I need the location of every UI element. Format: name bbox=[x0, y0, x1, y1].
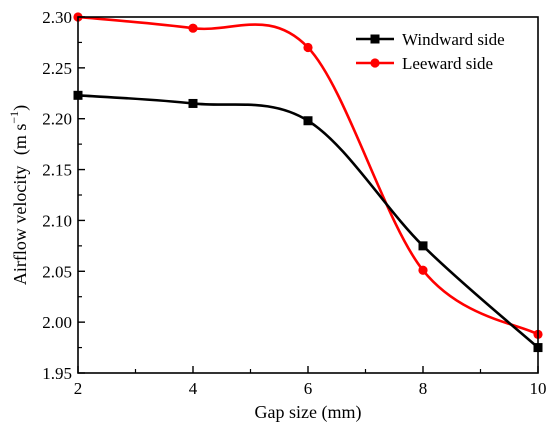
legend-marker-windward-side bbox=[370, 34, 380, 44]
y-tick-label: 2.10 bbox=[42, 211, 72, 230]
series-line-windward-side bbox=[77, 94, 539, 349]
data-point-leeward-side bbox=[303, 42, 313, 53]
data-point-leeward-side bbox=[188, 23, 198, 33]
data-point-windward-side bbox=[188, 98, 198, 108]
legend: Windward side Leeward side bbox=[356, 30, 505, 73]
y-axis-title-unit-close: ) bbox=[10, 105, 31, 111]
y-axis-title-label: Airflow velocity bbox=[10, 166, 30, 285]
x-tick-label: 6 bbox=[304, 379, 313, 398]
y-tick-label: 2.05 bbox=[42, 262, 72, 281]
data-point-windward-side bbox=[418, 241, 428, 251]
legend-label-windward-side: Windward side bbox=[402, 30, 505, 49]
legend-marker-leeward-side bbox=[370, 58, 380, 68]
data-point-leeward-side bbox=[418, 265, 428, 275]
x-tick-label: 8 bbox=[419, 379, 428, 398]
y-tick-label: 2.20 bbox=[42, 110, 72, 129]
y-axis-title-unit: (m s bbox=[10, 124, 31, 156]
plot-area bbox=[73, 12, 543, 353]
x-axis-title: Gap size (mm) bbox=[255, 402, 362, 423]
y-tick-label: 2.25 bbox=[42, 59, 72, 78]
data-point-windward-side bbox=[303, 116, 313, 126]
y-tick-label: 2.30 bbox=[42, 8, 72, 27]
x-tick-label: 2 bbox=[74, 379, 83, 398]
axes: 2 4 6 8 10 1.95 2.00 2.05 2.10 2.15 2.20 2.25 2.30 bbox=[42, 8, 546, 398]
y-axis-title: Airflow velocity (m s−1) bbox=[7, 105, 31, 285]
y-tick-label: 2.15 bbox=[42, 161, 72, 180]
x-tick-label: 4 bbox=[189, 379, 198, 398]
y-tick-label: 2.00 bbox=[42, 313, 72, 332]
y-tick-label: 1.95 bbox=[42, 364, 72, 383]
legend-label-leeward-side: Leeward side bbox=[402, 54, 493, 73]
y-axis-title-unit-exponent: −1 bbox=[7, 111, 21, 124]
x-tick-label: 10 bbox=[530, 379, 547, 398]
series-line-leeward-side bbox=[77, 15, 539, 336]
